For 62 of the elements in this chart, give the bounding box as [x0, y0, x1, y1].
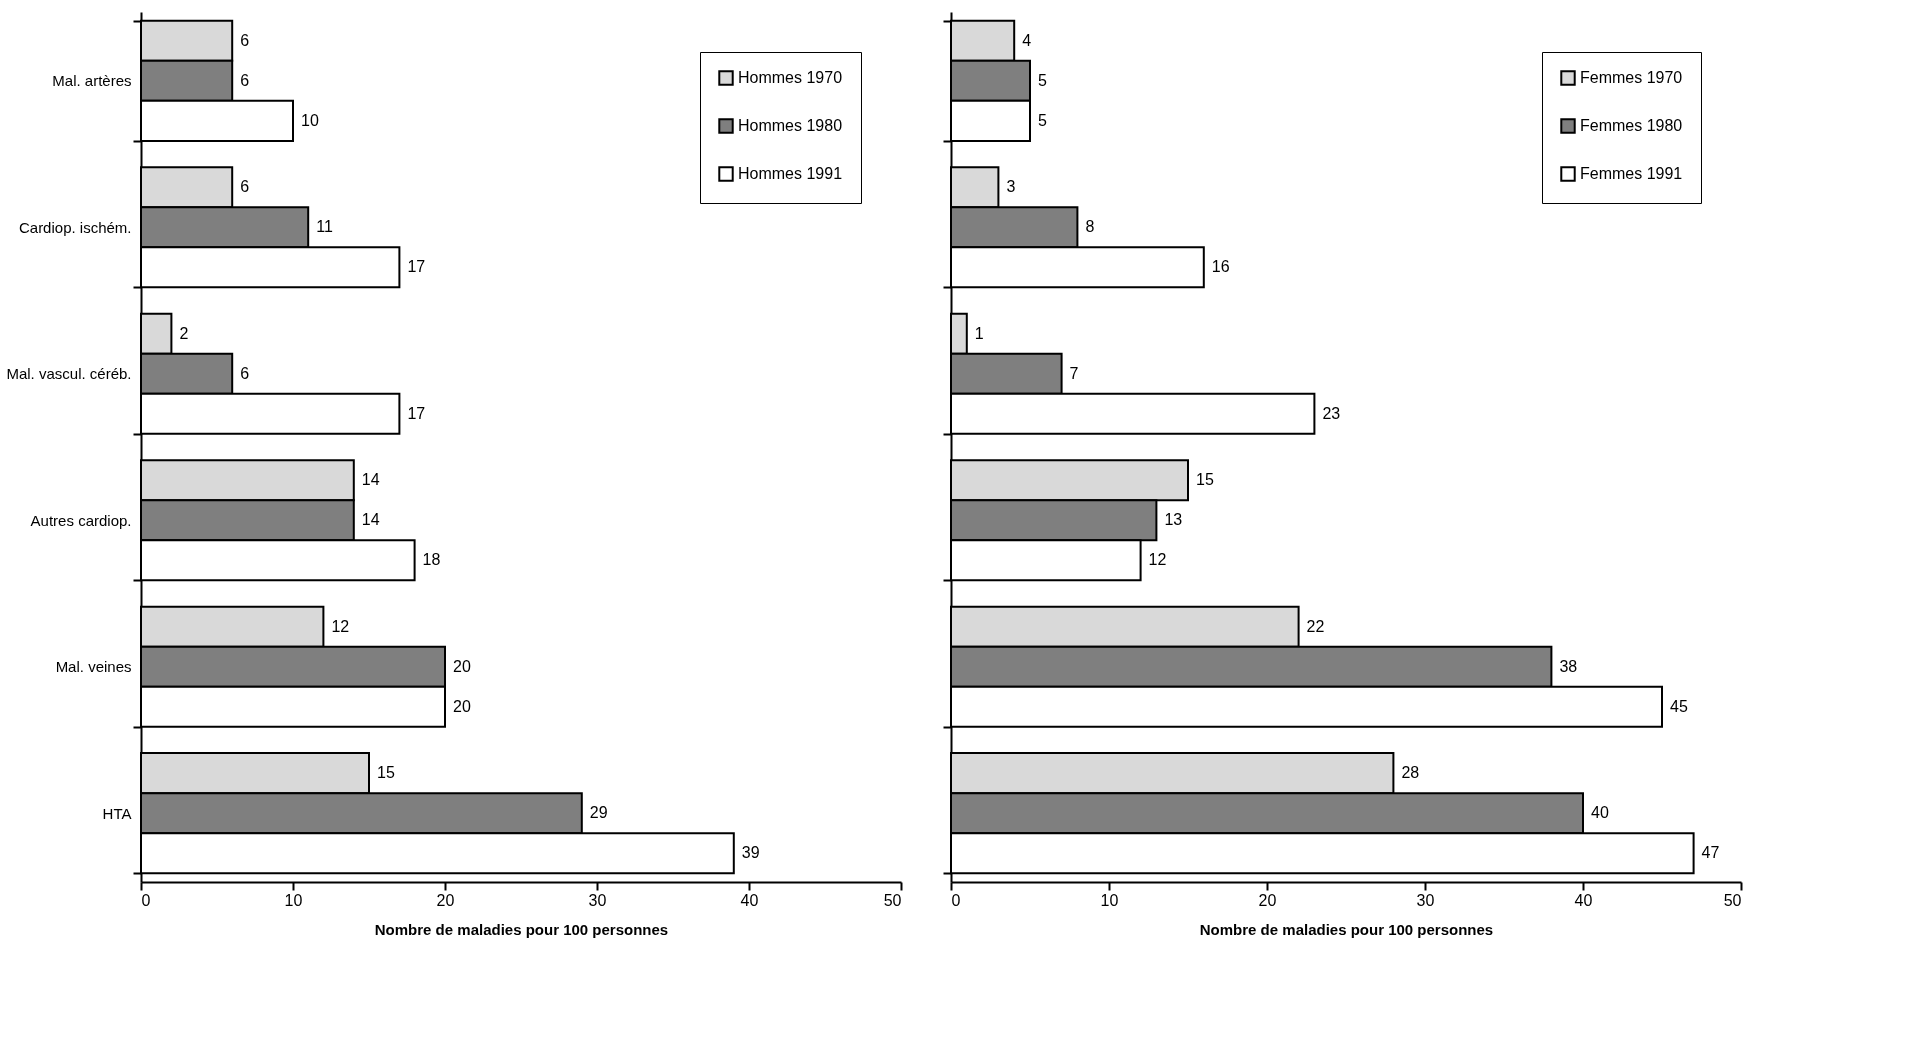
- data-label: 6: [240, 364, 250, 382]
- data-label: 20: [453, 697, 471, 715]
- x-tick-label: 30: [588, 891, 607, 909]
- data-label: 3: [1006, 178, 1016, 196]
- legend-label: Hommes 1980: [738, 117, 843, 134]
- data-label: 20: [453, 657, 471, 675]
- x-axis-title: Nombre de maladies pour 100 personnes: [374, 920, 669, 938]
- data-label: 2: [179, 324, 189, 342]
- legend-label: Femmes 1980: [1580, 117, 1683, 134]
- data-label: 12: [1148, 551, 1167, 569]
- data-label: 38: [1559, 657, 1578, 675]
- data-label: 8: [1085, 218, 1095, 236]
- x-tick-label: 50: [883, 891, 902, 909]
- y-tick-label: Autres cardiop.: [30, 511, 132, 529]
- data-label: 17: [407, 404, 426, 422]
- data-label: 6: [240, 71, 250, 89]
- data-label: 40: [1591, 804, 1609, 822]
- data-label: 18: [422, 551, 441, 569]
- data-label: 15: [377, 764, 395, 782]
- x-axis-title: Nombre de maladies pour 100 personnes: [1199, 920, 1494, 938]
- x-tick-label: 50: [1723, 891, 1742, 909]
- y-tick-label: Mal. vascul. céréb.: [6, 365, 132, 383]
- data-label: 1: [974, 324, 984, 342]
- data-label: 17: [407, 258, 426, 276]
- data-label: 14: [361, 511, 380, 529]
- data-label: 28: [1401, 764, 1420, 782]
- data-label: 39: [741, 844, 760, 862]
- data-label: 45: [1670, 697, 1688, 715]
- y-tick-label: Mal. veines: [55, 658, 132, 676]
- data-label: 13: [1164, 511, 1183, 529]
- data-label: 10: [301, 111, 319, 129]
- data-label: 7: [1069, 364, 1079, 382]
- x-tick-label: 0: [951, 891, 961, 909]
- data-label: 15: [1196, 471, 1214, 489]
- y-tick-label: Cardiop. ischém.: [18, 218, 132, 236]
- data-label: 5: [1038, 111, 1047, 129]
- x-tick-label: 10: [1100, 891, 1119, 909]
- data-label: 29: [589, 804, 608, 822]
- legend-label: Femmes 1991: [1580, 165, 1683, 182]
- legend-label: Femmes 1970: [1580, 69, 1683, 86]
- x-tick-label: 10: [284, 891, 303, 909]
- data-label: 47: [1701, 844, 1720, 862]
- data-label: 6: [240, 178, 250, 196]
- data-label: 4: [1022, 31, 1032, 49]
- x-tick-label: 0: [141, 891, 151, 909]
- y-tick-label: HTA: [102, 804, 132, 822]
- x-tick-label: 40: [1574, 891, 1593, 909]
- data-label: 23: [1322, 404, 1341, 422]
- y-tick-label: Mal. artères: [52, 72, 132, 90]
- data-label: 12: [331, 617, 350, 635]
- data-label: 11: [316, 218, 333, 236]
- x-tick-label: 20: [436, 891, 455, 909]
- data-label: 16: [1211, 258, 1230, 276]
- legend-label: Hommes 1970: [738, 69, 843, 86]
- data-label: 5: [1038, 71, 1047, 89]
- data-label: 6: [240, 31, 250, 49]
- data-label: 22: [1306, 617, 1325, 635]
- x-tick-label: 20: [1258, 891, 1277, 909]
- x-tick-label: 40: [740, 891, 759, 909]
- x-tick-label: 30: [1416, 891, 1435, 909]
- data-label: 14: [361, 471, 380, 489]
- legend-label: Hommes 1991: [738, 165, 843, 182]
